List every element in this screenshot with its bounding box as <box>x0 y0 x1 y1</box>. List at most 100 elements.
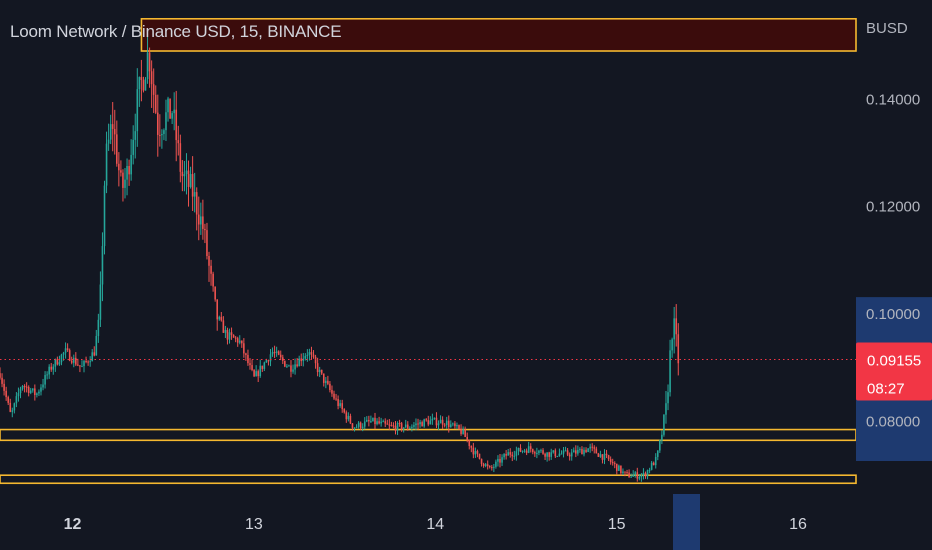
candle <box>560 450 563 455</box>
candle <box>499 453 501 468</box>
candle <box>5 386 7 401</box>
candle <box>447 415 450 433</box>
candle <box>191 156 194 211</box>
candle <box>257 369 259 383</box>
candle <box>525 448 528 456</box>
candle <box>152 68 155 113</box>
candle <box>232 334 235 338</box>
current-price-label <box>856 342 932 401</box>
candle <box>218 315 221 321</box>
candle <box>618 464 620 471</box>
candle <box>474 447 477 458</box>
candle <box>376 418 378 426</box>
candle <box>107 123 110 151</box>
candle <box>97 313 100 343</box>
candle <box>439 415 442 424</box>
candle <box>566 448 569 457</box>
candle <box>595 446 598 454</box>
candle <box>411 424 413 432</box>
candle <box>308 348 311 361</box>
candle <box>269 348 272 367</box>
candle <box>484 462 487 468</box>
candle <box>398 419 401 427</box>
candle <box>431 413 434 425</box>
candle <box>161 129 163 149</box>
candle <box>271 347 274 357</box>
candle <box>599 450 602 458</box>
candle <box>673 306 675 354</box>
candle <box>290 360 292 378</box>
candle <box>402 427 405 433</box>
candle <box>193 172 196 213</box>
candle <box>443 423 446 428</box>
candle <box>472 442 475 459</box>
candle <box>656 450 659 461</box>
symbol-title: Loom Network / Binance USD, 15, BINANCE <box>10 22 342 41</box>
x-tick-label: 16 <box>789 516 807 533</box>
candle <box>95 329 98 356</box>
candle <box>550 448 553 460</box>
candle <box>421 420 423 427</box>
candle <box>579 447 581 453</box>
candle <box>46 371 48 380</box>
candle <box>534 450 536 457</box>
candle <box>417 418 419 430</box>
candle <box>435 412 438 429</box>
candle <box>214 286 216 302</box>
candle <box>564 446 567 452</box>
candle <box>116 120 118 167</box>
x-tick-label: 12 <box>64 516 82 533</box>
candle <box>312 350 315 359</box>
y-tick-label: 0.10000 <box>866 306 920 323</box>
candle <box>390 421 393 427</box>
resistance-zone[interactable] <box>140 17 857 52</box>
candle <box>480 458 483 467</box>
candle <box>640 473 643 482</box>
crosshair-time-highlight <box>673 494 700 550</box>
y-axis[interactable]: BUSD 0.14000 0.12000 0.10000 0.08000 0.0915… <box>856 20 932 461</box>
candle <box>286 364 288 368</box>
candle <box>212 271 214 292</box>
candle <box>226 327 229 345</box>
candle <box>279 350 282 361</box>
candle <box>648 467 651 474</box>
candle <box>622 468 624 476</box>
candle <box>81 360 83 368</box>
candle <box>368 415 370 427</box>
candle <box>245 352 247 361</box>
candle <box>142 76 145 93</box>
candle <box>99 271 102 327</box>
y-tick-label: 0.14000 <box>866 91 920 108</box>
candle <box>3 379 5 396</box>
candle <box>642 468 645 480</box>
candles-layer <box>0 29 680 482</box>
candle <box>433 417 436 420</box>
currency-label: BUSD <box>866 20 908 37</box>
candle <box>259 359 262 378</box>
candle <box>556 455 559 458</box>
candle <box>353 427 356 432</box>
candle <box>394 420 397 435</box>
x-axis[interactable]: 12 13 14 15 16 <box>64 494 807 550</box>
candle <box>536 447 538 459</box>
candle <box>25 382 28 393</box>
candle <box>56 356 59 366</box>
candle <box>652 461 655 466</box>
candle <box>396 421 399 435</box>
support-level-lower[interactable] <box>0 474 857 485</box>
candle <box>527 441 530 454</box>
candle <box>413 422 415 430</box>
candle <box>665 390 667 424</box>
candle <box>140 59 143 102</box>
candle <box>320 369 323 375</box>
candle <box>109 114 112 145</box>
candle <box>77 358 79 367</box>
candle <box>482 462 485 468</box>
candle <box>173 92 175 131</box>
candle <box>554 448 557 458</box>
candle <box>304 353 307 361</box>
candle <box>136 68 139 147</box>
candle <box>7 395 9 406</box>
candle <box>331 385 333 397</box>
